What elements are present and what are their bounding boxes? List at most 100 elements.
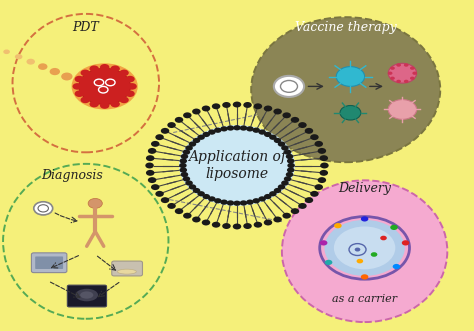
FancyBboxPatch shape — [35, 257, 63, 269]
Circle shape — [283, 112, 291, 118]
Circle shape — [233, 223, 241, 229]
Ellipse shape — [179, 125, 295, 206]
Circle shape — [278, 141, 285, 147]
Ellipse shape — [3, 164, 168, 319]
Circle shape — [253, 198, 260, 204]
Circle shape — [214, 198, 221, 204]
Circle shape — [291, 208, 299, 214]
Circle shape — [243, 102, 252, 108]
Circle shape — [73, 83, 82, 90]
Circle shape — [15, 54, 22, 59]
Circle shape — [179, 163, 187, 168]
Circle shape — [246, 200, 254, 205]
Circle shape — [320, 240, 328, 246]
Circle shape — [212, 222, 220, 228]
Circle shape — [388, 71, 392, 75]
Circle shape — [287, 163, 295, 168]
Circle shape — [305, 128, 313, 134]
Circle shape — [208, 129, 216, 135]
Circle shape — [404, 80, 409, 83]
Circle shape — [410, 76, 415, 80]
Circle shape — [254, 222, 262, 228]
Circle shape — [361, 216, 368, 221]
Circle shape — [202, 219, 210, 225]
Circle shape — [325, 260, 332, 265]
Circle shape — [287, 158, 294, 164]
Circle shape — [74, 76, 84, 82]
Circle shape — [371, 252, 377, 257]
Circle shape — [81, 70, 90, 76]
Circle shape — [240, 125, 247, 131]
Circle shape — [119, 70, 129, 76]
Circle shape — [318, 148, 326, 154]
Circle shape — [151, 184, 160, 190]
Circle shape — [390, 225, 398, 230]
Circle shape — [192, 109, 201, 115]
Text: Application of
liposome: Application of liposome — [188, 150, 286, 181]
Ellipse shape — [282, 180, 447, 322]
Circle shape — [283, 213, 291, 219]
Circle shape — [320, 163, 328, 168]
Circle shape — [146, 155, 155, 161]
Circle shape — [253, 127, 260, 133]
Circle shape — [388, 63, 417, 83]
Circle shape — [220, 126, 228, 131]
Circle shape — [81, 97, 90, 103]
Circle shape — [197, 191, 205, 196]
Circle shape — [220, 200, 228, 205]
Circle shape — [264, 106, 272, 112]
Circle shape — [284, 150, 292, 155]
Circle shape — [167, 203, 176, 209]
Ellipse shape — [12, 14, 159, 152]
Circle shape — [355, 248, 360, 252]
Circle shape — [340, 106, 361, 120]
Circle shape — [74, 90, 84, 97]
Circle shape — [146, 170, 155, 176]
Circle shape — [202, 106, 210, 112]
Circle shape — [314, 184, 323, 190]
Circle shape — [155, 191, 164, 197]
Circle shape — [361, 274, 368, 280]
Circle shape — [119, 97, 129, 103]
Circle shape — [402, 240, 410, 246]
Circle shape — [27, 59, 35, 65]
Circle shape — [202, 194, 210, 199]
Circle shape — [90, 101, 99, 107]
Circle shape — [197, 135, 205, 140]
Circle shape — [167, 122, 176, 128]
Circle shape — [254, 103, 262, 109]
Circle shape — [110, 66, 120, 72]
Circle shape — [148, 148, 156, 154]
Circle shape — [258, 196, 266, 202]
Circle shape — [388, 100, 417, 119]
Circle shape — [181, 172, 188, 177]
Text: PDT: PDT — [73, 21, 99, 33]
Circle shape — [189, 141, 196, 147]
Circle shape — [212, 103, 220, 109]
Circle shape — [227, 200, 234, 206]
Circle shape — [38, 63, 47, 70]
Circle shape — [410, 67, 415, 70]
Circle shape — [240, 200, 247, 206]
Circle shape — [269, 191, 277, 196]
Circle shape — [182, 176, 190, 181]
Circle shape — [155, 134, 164, 140]
Circle shape — [274, 76, 304, 97]
Circle shape — [183, 112, 191, 118]
Text: as a carrier: as a carrier — [332, 294, 397, 304]
Circle shape — [273, 188, 281, 193]
Circle shape — [192, 216, 201, 222]
Circle shape — [72, 63, 138, 110]
Circle shape — [281, 180, 289, 186]
Circle shape — [175, 208, 183, 214]
Circle shape — [298, 122, 307, 128]
Circle shape — [396, 64, 401, 67]
Circle shape — [61, 72, 73, 80]
Text: Delivery: Delivery — [338, 182, 391, 195]
Text: Diagnosis: Diagnosis — [41, 169, 102, 182]
Circle shape — [161, 197, 169, 203]
Circle shape — [185, 145, 193, 151]
Circle shape — [286, 154, 293, 159]
Circle shape — [180, 167, 187, 173]
Circle shape — [50, 68, 60, 75]
